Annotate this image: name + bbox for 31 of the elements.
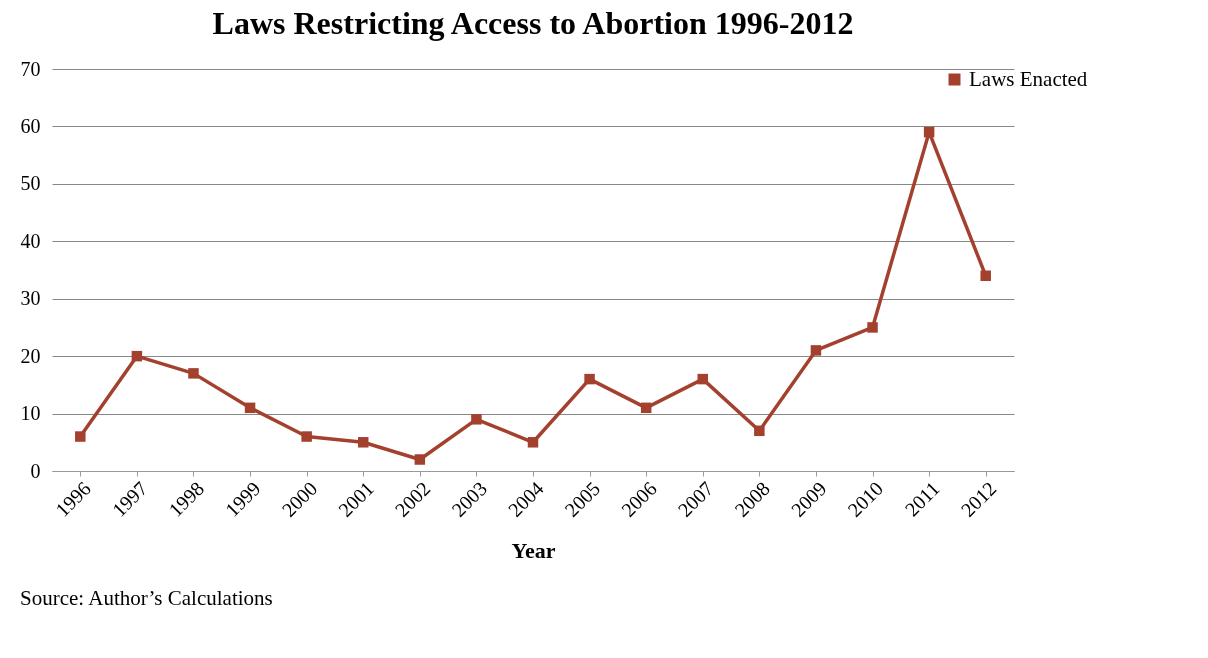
x-axis-title: Year — [511, 537, 556, 563]
point — [867, 322, 878, 333]
point — [810, 345, 822, 356]
point — [357, 437, 369, 448]
point — [244, 402, 256, 414]
point — [131, 350, 143, 362]
y-tick-label: 20 — [20, 344, 41, 367]
y-tick-label: 50 — [20, 172, 41, 195]
point — [584, 373, 595, 385]
y-tick-label: 60 — [20, 114, 41, 137]
point — [301, 431, 312, 442]
x-tick-label: 2011 — [900, 477, 944, 521]
y-tick-label: 10 — [20, 402, 41, 425]
point — [75, 431, 86, 442]
y-tick-label: 40 — [20, 229, 41, 252]
point — [754, 425, 765, 437]
chart-title: Laws Restricting Access to Abortion 1996-2012 — [212, 5, 854, 41]
point — [697, 373, 709, 385]
point — [471, 414, 482, 425]
point — [640, 402, 652, 414]
y-tick-label: 30 — [20, 287, 41, 310]
x-tick-label: 1999 — [220, 477, 265, 521]
point — [414, 454, 426, 465]
y-tick-label: 0 — [30, 459, 41, 482]
point — [188, 368, 199, 379]
source-note: Source: Author’s Calculations — [20, 585, 274, 612]
legend-label: Laws Enacted — [969, 66, 1088, 91]
point — [980, 270, 991, 281]
point — [923, 126, 935, 138]
point — [527, 437, 539, 448]
y-tick-label: 70 — [20, 57, 41, 80]
